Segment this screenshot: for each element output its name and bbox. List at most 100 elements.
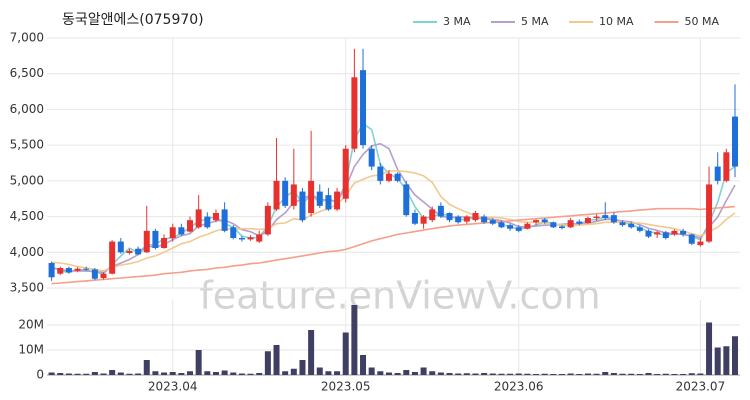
candle-body [429,209,436,221]
volume-tick-label: 0 [36,368,44,382]
candle-body [230,227,237,238]
volume-bar [714,347,721,375]
volume-bar [550,374,557,375]
candle-body [420,216,427,224]
volume-bar [636,374,643,375]
volume-bar [671,374,678,375]
candle-body [515,227,522,231]
volume-bar [498,373,505,375]
volume-bar [593,373,600,375]
candle-body [377,166,384,181]
candle-body [212,213,219,221]
candle-body [178,227,185,235]
x-tick-label: 2023.06 [494,380,544,394]
candle-body [403,184,410,216]
candle-body [645,230,652,237]
watermark: feature.enViewV.com [199,274,600,318]
volume-bar [256,373,263,375]
volume-bar [602,372,609,375]
y-tick-label: 6,500 [10,66,44,80]
candle-body [714,166,721,181]
candle-body [541,219,548,223]
volume-bar [290,368,297,375]
candle-body [152,230,159,248]
candle-body [489,220,496,224]
candle-body [195,209,202,228]
candle-body [680,230,687,235]
candle-body [290,184,297,206]
candle-body [256,234,263,242]
x-tick-label: 2023.07 [676,380,726,394]
candle-body [161,238,168,248]
volume-bar [83,373,90,375]
volume-bar [117,372,124,375]
y-tick-label: 5,000 [10,173,44,187]
candle-body [671,230,678,235]
candle-body [567,220,574,228]
candle-body [126,250,133,253]
volume-bar [135,373,142,375]
candle-body [334,191,341,210]
candle-body [732,116,738,167]
candle-body [169,227,176,238]
candle-body [472,213,479,221]
candle-body [455,216,462,223]
candle-body [368,148,375,167]
volume-bar [299,360,306,375]
candle-body [507,225,514,229]
y-tick-label: 3,500 [10,281,44,295]
candle-body [65,268,72,273]
volume-bar [688,373,695,375]
candle-body [351,77,358,149]
legend-label: 3 MA [443,15,471,28]
volume-bar [489,373,496,375]
volume-bar [247,373,254,375]
volume-bar [403,370,410,375]
volume-bar [316,367,323,375]
y-tick-label: 4,500 [10,209,44,223]
volume-bar [109,370,116,375]
volume-bar [178,373,185,375]
legend-label: 5 MA [521,15,549,28]
volume-bar [143,360,150,375]
y-tick-label: 7,000 [10,31,44,45]
volume-bar [342,332,349,375]
volume-bar [57,373,64,375]
candle-body [697,241,704,246]
candle-body [83,268,90,270]
volume-bar [394,373,401,375]
volume-bar [654,374,661,375]
candle-body [299,191,306,221]
volume-bar [706,322,713,375]
volume-bar [204,371,211,375]
volume-bar [325,371,332,375]
candle-body [706,184,713,242]
legend-label: 50 MA [685,15,720,28]
candle-body [74,268,81,271]
candle-body [498,222,505,228]
volume-bar [446,373,453,375]
volume-bar [126,373,133,375]
volume-bar [334,371,341,375]
volume-tick-label: 20M [18,318,44,332]
y-tick-label: 4,000 [10,245,44,259]
candle-body [204,216,211,228]
legend-label: 10 MA [599,15,634,28]
candle-body [342,148,349,199]
volume-bar [74,373,81,375]
volume-bar [645,373,652,375]
candle-body [619,222,626,226]
volume-bar [212,372,219,375]
volume-bar [195,350,202,375]
volume-bar [515,373,522,375]
volume-bar [221,370,228,375]
volume-tick-label: 10M [18,343,44,357]
chart-title: 동국알앤에스(075970) [62,12,204,28]
candle-body [723,152,730,181]
candle-body [325,195,332,210]
candle-body [117,241,124,253]
candle-body [628,223,635,228]
volume-bar [533,374,540,375]
